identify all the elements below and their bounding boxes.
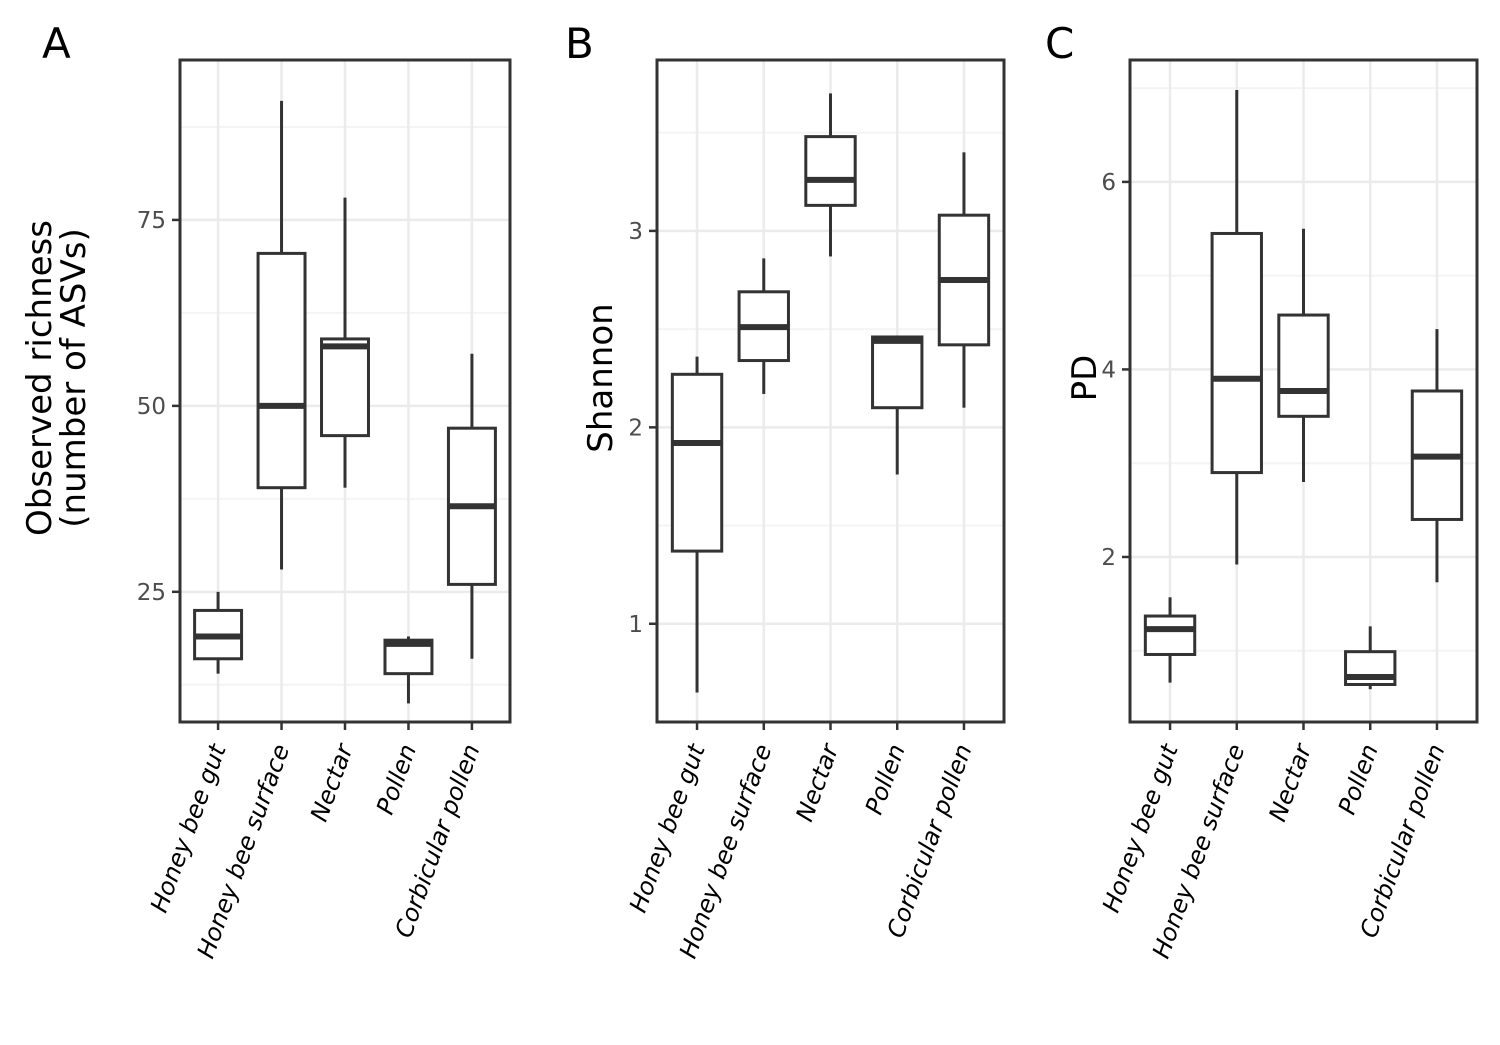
x-category-label-c: Pollen: [1333, 740, 1384, 818]
box-a-0: [193, 591, 244, 674]
panel-letter-a: A: [42, 19, 71, 68]
x-category-label-c: Nectar: [1263, 738, 1317, 825]
box-c-0: [1143, 597, 1197, 683]
box-b-2: [804, 93, 857, 257]
y-axis-title-c: PD: [1065, 355, 1105, 402]
y-axis-title-line: Shannon: [581, 303, 621, 452]
y-axis-title-line: PD: [1065, 355, 1105, 402]
y-tick-label-c: 4: [1101, 357, 1116, 383]
box-b-0: [670, 356, 724, 693]
box-a-1: [256, 100, 307, 570]
box-c-4: [1410, 329, 1464, 583]
y-axis-title-line: Observed richness: [20, 220, 60, 536]
box-iqr: [871, 335, 924, 410]
box-c-2: [1277, 228, 1330, 482]
y-tick-label-b: 3: [628, 219, 643, 245]
y-tick-label-c: 6: [1101, 170, 1116, 196]
panel-letter-c: C: [1045, 19, 1074, 68]
x-category-label-a: Pollen: [371, 740, 422, 818]
box-b-4: [937, 152, 991, 408]
y-tick-label-a: 25: [137, 580, 166, 606]
box-a-3: [383, 636, 434, 704]
box-b-3: [871, 335, 924, 475]
box-b-1: [737, 258, 790, 394]
box-a-2: [320, 197, 370, 488]
y-axis-title-b: Shannon: [581, 303, 621, 452]
box-iqr: [1143, 614, 1197, 656]
box-iqr: [670, 372, 724, 553]
box-iqr: [804, 135, 857, 207]
x-category-label-b: Pollen: [860, 740, 911, 818]
y-tick-label-b: 2: [628, 415, 643, 441]
box-iqr: [320, 337, 370, 438]
y-tick-label-a: 50: [137, 394, 166, 420]
box-iqr: [1210, 231, 1263, 475]
box-c-1: [1210, 90, 1263, 565]
x-category-label-a: Nectar: [305, 738, 359, 825]
box-iqr: [1277, 313, 1330, 418]
y-tick-label-a: 75: [137, 208, 166, 234]
x-category-label-b: Nectar: [790, 738, 844, 825]
box-c-3: [1344, 626, 1397, 690]
y-tick-label-b: 1: [628, 612, 643, 638]
box-iqr: [256, 251, 307, 490]
y-tick-label-c: 2: [1101, 545, 1116, 571]
panel-letter-b: B: [565, 19, 594, 68]
y-axis-title-line: (number of ASVs): [54, 228, 94, 527]
box-a-4: [446, 353, 497, 659]
y-axis-title-a: Observed richness(number of ASVs): [20, 220, 94, 536]
